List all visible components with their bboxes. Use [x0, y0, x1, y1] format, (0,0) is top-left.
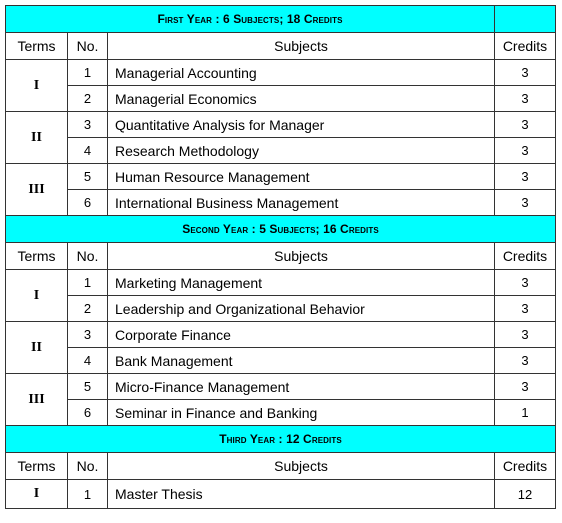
row-number: 2 — [67, 85, 108, 112]
column-header-row: Terms No. Subjects Credits — [5, 32, 556, 60]
row-number: 1 — [67, 479, 108, 509]
subject-name: Quantitative Analysis for Manager — [107, 111, 495, 138]
row-number: 1 — [67, 59, 108, 86]
credits-header: Credits — [494, 242, 556, 270]
row-number: 5 — [67, 373, 108, 400]
year-title: Second Year : 5 Subjects; 16 Credits — [5, 215, 556, 243]
year-header-row: Second Year : 5 Subjects; 16 Credits — [5, 215, 556, 243]
credit-value: 3 — [494, 111, 556, 138]
term-label: I — [5, 59, 68, 112]
row-number: 2 — [67, 295, 108, 322]
table-row: 4 Bank Management 3 — [6, 347, 556, 374]
table-row: I 1 Managerial Accounting 3 — [5, 59, 556, 112]
terms-header: Terms — [5, 32, 68, 60]
table-row: 2 Managerial Economics 3 — [6, 85, 556, 112]
table-row: II 3 Corporate Finance 3 — [5, 321, 556, 374]
subject-name: Seminar in Finance and Banking — [107, 399, 495, 426]
subjects-header: Subjects — [107, 452, 495, 480]
subject-name: Master Thesis — [107, 479, 495, 509]
column-header-row: Terms No. Subjects Credits — [5, 452, 556, 480]
year-header-row: Third Year : 12 Credits — [5, 425, 556, 453]
subject-name: Managerial Accounting — [107, 59, 495, 86]
row-number: 3 — [67, 111, 108, 138]
subjects-header: Subjects — [107, 32, 495, 60]
subject-name: Managerial Economics — [107, 85, 495, 112]
credit-value: 3 — [494, 59, 556, 86]
row-number: 4 — [67, 137, 108, 164]
term-label: II — [5, 111, 68, 164]
table-row: II 3 Quantitative Analysis for Manager 3 — [5, 111, 556, 164]
credit-value: 3 — [494, 373, 556, 400]
credits-header: Credits — [494, 452, 556, 480]
term-label: III — [5, 373, 68, 426]
table-row: III 5 Micro-Finance Management 3 — [5, 373, 556, 426]
credit-value: 3 — [494, 295, 556, 322]
row-number: 4 — [67, 347, 108, 374]
row-number: 6 — [67, 399, 108, 426]
year-header-row: First Year : 6 Subjects; 18 Credits — [5, 5, 556, 33]
terms-header: Terms — [5, 452, 68, 480]
table-row: 2 Leadership and Organizational Behavior… — [6, 295, 556, 322]
year-title: First Year : 6 Subjects; 18 Credits — [5, 5, 495, 33]
subjects-header: Subjects — [107, 242, 495, 270]
table-row: I 1 Marketing Management 3 — [5, 269, 556, 322]
column-header-row: Terms No. Subjects Credits — [5, 242, 556, 270]
subject-name: Corporate Finance — [107, 321, 495, 348]
credit-value: 3 — [494, 85, 556, 112]
subject-name: Research Methodology — [107, 137, 495, 164]
table-row: III 5 Human Resource Management 3 — [5, 163, 556, 216]
no-header: No. — [67, 242, 108, 270]
subject-name: Bank Management — [107, 347, 495, 374]
subject-name: Human Resource Management — [107, 163, 495, 190]
term-label: I — [5, 269, 68, 322]
curriculum-table: First Year : 6 Subjects; 18 Credits Term… — [5, 5, 556, 509]
term-label: III — [5, 163, 68, 216]
no-header: No. — [67, 452, 108, 480]
term-label: I — [5, 479, 68, 509]
row-number: 3 — [67, 321, 108, 348]
credit-value: 3 — [494, 189, 556, 216]
credits-header: Credits — [494, 32, 556, 60]
subject-name: Marketing Management — [107, 269, 495, 296]
year-title: Third Year : 12 Credits — [5, 425, 556, 453]
credit-value: 1 — [494, 399, 556, 426]
subject-name: Micro-Finance Management — [107, 373, 495, 400]
table-row: 4 Research Methodology 3 — [6, 137, 556, 164]
table-row: 6 Seminar in Finance and Banking 1 — [6, 399, 556, 426]
subject-name: Leadership and Organizational Behavior — [107, 295, 495, 322]
row-number: 1 — [67, 269, 108, 296]
year-header-blank — [494, 5, 556, 33]
row-number: 6 — [67, 189, 108, 216]
credit-value: 3 — [494, 163, 556, 190]
credit-value: 3 — [494, 347, 556, 374]
credit-value: 3 — [494, 321, 556, 348]
terms-header: Terms — [5, 242, 68, 270]
credit-value: 12 — [494, 479, 556, 509]
table-row: 6 International Business Management 3 — [6, 189, 556, 216]
table-row: I 1 Master Thesis 12 — [5, 479, 556, 509]
credit-value: 3 — [494, 269, 556, 296]
term-label: II — [5, 321, 68, 374]
no-header: No. — [67, 32, 108, 60]
subject-name: International Business Management — [107, 189, 495, 216]
credit-value: 3 — [494, 137, 556, 164]
row-number: 5 — [67, 163, 108, 190]
